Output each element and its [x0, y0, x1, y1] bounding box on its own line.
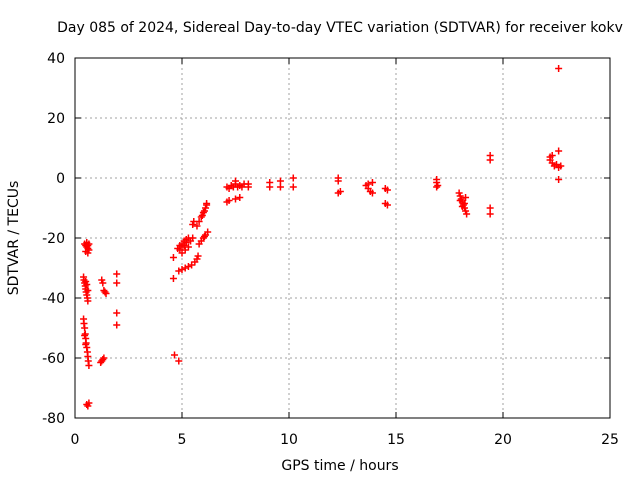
x-tick-label: 5	[178, 432, 187, 448]
data-point	[232, 195, 239, 203]
data-point	[368, 189, 376, 197]
data-point	[113, 309, 121, 317]
x-axis-ticks: 0 5 10 15 20 25	[71, 58, 619, 448]
data-point	[84, 297, 92, 305]
y-tick-label: 20	[47, 111, 65, 127]
chart-title: Day 085 of 2024, Sidereal Day-to-day VTE…	[57, 20, 623, 36]
y-tick-label: -80	[42, 411, 65, 427]
data-point	[225, 197, 233, 204]
data-point	[113, 270, 121, 278]
data-point	[236, 194, 244, 201]
data-point	[82, 341, 90, 348]
data-point	[289, 174, 297, 182]
data-point	[175, 357, 183, 365]
data-point	[266, 183, 274, 191]
data-point	[555, 176, 563, 183]
data-point	[181, 264, 189, 272]
x-tick-label: 0	[71, 432, 80, 448]
data-point	[99, 356, 107, 363]
data-point	[100, 354, 108, 362]
y-tick-label: -20	[42, 231, 65, 247]
data-point	[368, 179, 376, 186]
data-point	[204, 228, 212, 236]
data-point	[178, 266, 186, 273]
data-point	[84, 287, 92, 294]
data-series-sdtvar	[80, 65, 565, 410]
data-point	[85, 399, 93, 407]
y-tick-label: -40	[42, 291, 65, 307]
data-point	[189, 234, 197, 242]
data-point	[195, 218, 203, 225]
data-point	[83, 281, 91, 288]
data-point	[99, 279, 107, 287]
data-point	[194, 252, 202, 260]
data-point	[169, 275, 177, 282]
x-tick-label: 10	[280, 432, 298, 448]
data-point	[198, 212, 206, 219]
y-axis-label: SDTVAR / TECUs	[6, 181, 22, 296]
data-point	[197, 213, 205, 221]
data-point	[84, 249, 92, 257]
x-tick-label: 20	[494, 432, 512, 448]
data-point	[456, 197, 464, 204]
data-point	[101, 288, 109, 296]
data-point	[276, 177, 284, 185]
data-point	[193, 222, 201, 230]
data-point	[555, 147, 563, 155]
y-tick-label: -60	[42, 351, 65, 367]
data-point	[184, 263, 192, 270]
data-point	[334, 189, 342, 197]
data-point	[169, 254, 177, 261]
data-point	[171, 351, 179, 359]
data-point	[113, 321, 121, 329]
data-point	[85, 362, 93, 369]
data-point	[434, 182, 442, 189]
data-point	[184, 243, 192, 251]
data-point	[200, 233, 208, 240]
data-point	[244, 183, 252, 191]
data-point	[463, 210, 471, 218]
data-point	[555, 65, 563, 72]
data-point	[460, 200, 468, 207]
data-point	[182, 239, 190, 246]
x-axis-label: GPS time / hours	[281, 458, 398, 474]
data-point	[85, 240, 93, 248]
y-tick-label: 0	[56, 171, 65, 187]
data-point	[557, 162, 565, 170]
x-tick-label: 25	[601, 432, 619, 448]
data-point	[81, 324, 89, 332]
data-point	[383, 201, 391, 209]
data-point	[334, 177, 342, 185]
data-point	[548, 152, 556, 159]
data-point	[433, 183, 441, 191]
y-axis-ticks: -80 -60 -40 -20 0 20 40	[42, 51, 610, 427]
data-point	[175, 267, 183, 275]
data-point	[203, 200, 211, 207]
data-point	[462, 194, 470, 201]
plot-area-frame	[74, 57, 611, 419]
data-point	[364, 180, 372, 188]
data-point	[276, 183, 284, 191]
y-tick-label: 40	[47, 51, 65, 67]
data-point	[200, 207, 208, 215]
data-point	[81, 332, 89, 339]
data-point	[102, 290, 110, 297]
data-point	[486, 204, 494, 212]
data-point	[486, 156, 494, 164]
data-point	[113, 279, 121, 287]
data-point	[383, 186, 391, 194]
grid-lines	[75, 58, 610, 418]
data-point	[486, 210, 494, 218]
data-point	[289, 183, 297, 191]
x-tick-label: 15	[387, 432, 405, 448]
